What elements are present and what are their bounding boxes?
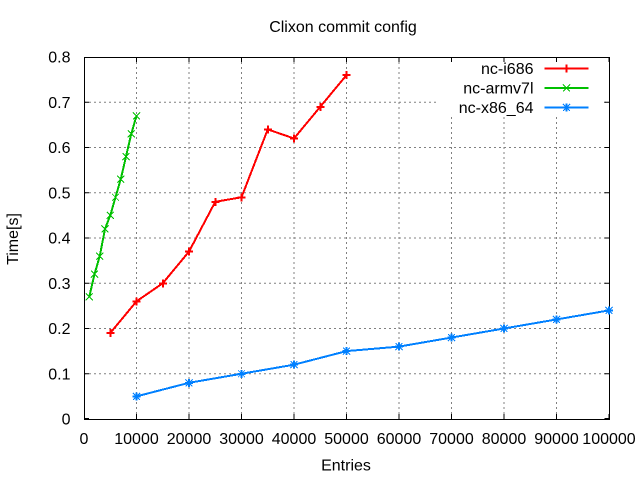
svg-text:90000: 90000 xyxy=(534,431,579,448)
svg-text:40000: 40000 xyxy=(272,431,317,448)
svg-text:0.6: 0.6 xyxy=(48,140,70,157)
svg-text:100000: 100000 xyxy=(582,431,635,448)
svg-text:0.5: 0.5 xyxy=(48,185,70,202)
svg-text:nc-x86_64: nc-x86_64 xyxy=(459,100,534,117)
svg-text:Time[s]: Time[s] xyxy=(5,213,22,265)
svg-text:0: 0 xyxy=(62,412,71,429)
svg-text:0.3: 0.3 xyxy=(48,276,70,293)
svg-text:10000: 10000 xyxy=(114,431,159,448)
svg-text:nc-i686: nc-i686 xyxy=(481,61,534,78)
svg-text:0.8: 0.8 xyxy=(48,50,70,67)
svg-text:30000: 30000 xyxy=(219,431,264,448)
svg-text:70000: 70000 xyxy=(429,431,474,448)
svg-text:Clixon commit config: Clixon commit config xyxy=(269,19,417,36)
svg-text:60000: 60000 xyxy=(377,431,422,448)
svg-text:0.4: 0.4 xyxy=(48,231,70,248)
svg-text:0.7: 0.7 xyxy=(48,95,70,112)
svg-text:0: 0 xyxy=(80,431,89,448)
svg-text:80000: 80000 xyxy=(482,431,527,448)
svg-text:0.1: 0.1 xyxy=(48,366,70,383)
svg-text:0.2: 0.2 xyxy=(48,321,70,338)
svg-text:20000: 20000 xyxy=(167,431,212,448)
svg-text:nc-armv7l: nc-armv7l xyxy=(463,81,533,98)
svg-text:50000: 50000 xyxy=(324,431,369,448)
svg-text:Entries: Entries xyxy=(321,458,371,475)
